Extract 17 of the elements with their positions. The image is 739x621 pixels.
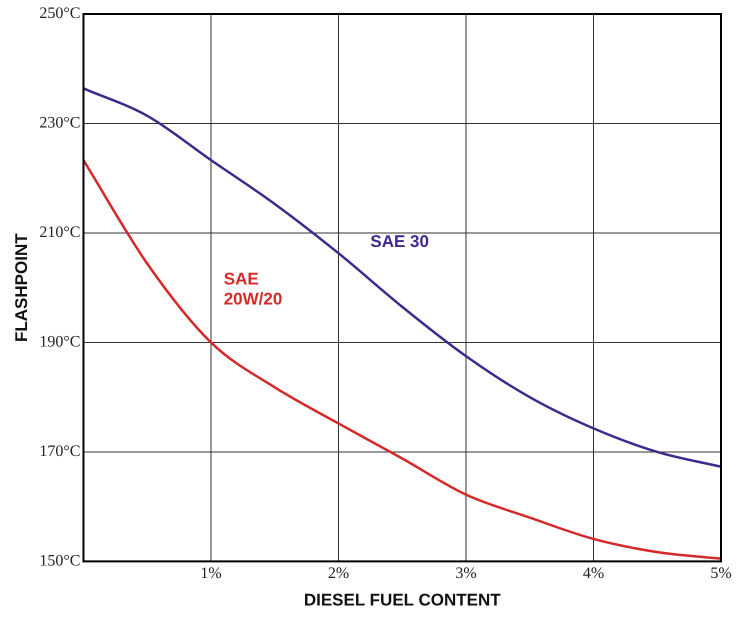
x-tick-label: 5% xyxy=(710,565,732,582)
y-tick-label: 250°C xyxy=(39,5,80,22)
x-tick-label: 2% xyxy=(328,565,350,582)
x-tick-label: 4% xyxy=(582,565,604,582)
y-tick-label: 150°C xyxy=(39,552,80,570)
y-tick-label: 230°C xyxy=(39,114,80,132)
line-series xyxy=(83,87,721,468)
series-label: SAE 20W/20 xyxy=(224,269,282,308)
y-tick-label: 210°C xyxy=(39,224,80,242)
x-tick-label: 1% xyxy=(200,565,222,582)
y-tick-label: 190°C xyxy=(39,334,80,351)
line-series xyxy=(83,158,721,560)
y-tick-label: 170°C xyxy=(39,443,80,460)
y-axis-title: FLASHPOINT xyxy=(12,232,31,342)
x-axis-title: DIESEL FUEL CONTENT xyxy=(304,590,502,610)
x-tick-label: 3% xyxy=(455,565,477,582)
series-label: SAE 30 xyxy=(370,232,429,252)
